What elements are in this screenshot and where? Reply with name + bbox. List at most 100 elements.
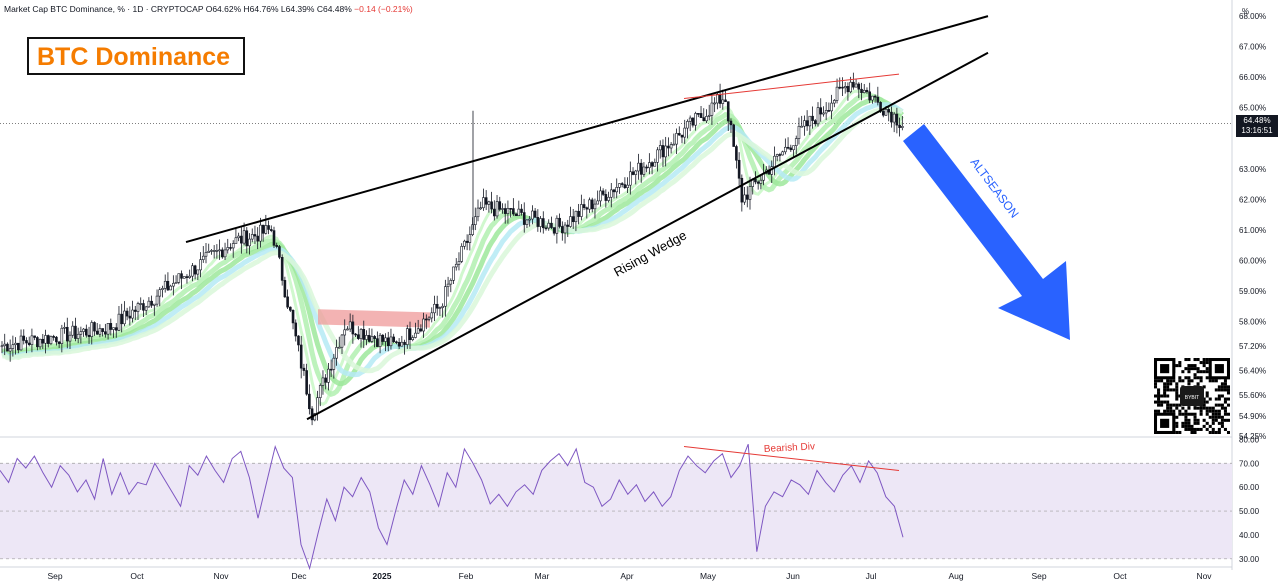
candle xyxy=(30,328,34,353)
rsi-tick-label: 40.00 xyxy=(1239,531,1260,540)
candle xyxy=(294,319,298,342)
candle xyxy=(476,199,480,222)
candle xyxy=(38,338,42,350)
candle xyxy=(384,333,387,352)
candle xyxy=(694,111,697,131)
candle xyxy=(743,186,746,205)
candle xyxy=(150,295,153,308)
candle xyxy=(223,242,227,261)
candle xyxy=(142,299,145,318)
candle xyxy=(33,335,36,341)
candle xyxy=(357,326,360,341)
candle xyxy=(327,363,330,391)
bar-countdown: 13:16:51 xyxy=(1241,126,1273,135)
candle xyxy=(158,287,162,307)
candle xyxy=(816,102,820,127)
candle xyxy=(876,86,880,106)
candle xyxy=(487,200,491,213)
candle xyxy=(221,247,224,259)
candle xyxy=(465,234,469,251)
ma-ribbon-line xyxy=(1,96,904,387)
candle xyxy=(672,133,676,146)
candle xyxy=(449,278,453,293)
candles xyxy=(0,72,904,426)
candle xyxy=(155,289,159,307)
rsi-tick-label: 30.00 xyxy=(1239,555,1260,564)
candle xyxy=(699,105,703,118)
candle xyxy=(359,328,363,348)
wedge-upper-line xyxy=(185,15,989,244)
candle xyxy=(895,107,899,134)
candle xyxy=(784,138,787,155)
candle xyxy=(729,118,733,133)
change-value: −0.14 (−0.21%) xyxy=(354,4,413,14)
candle xyxy=(805,110,809,131)
candle xyxy=(354,332,357,337)
candle xyxy=(629,161,632,195)
candle xyxy=(351,314,355,344)
candle xyxy=(854,78,858,88)
candle xyxy=(653,158,657,167)
candle xyxy=(405,324,409,349)
candle xyxy=(593,198,597,219)
low-value: L64.39% xyxy=(280,4,315,14)
candle xyxy=(425,314,428,330)
candle xyxy=(191,263,194,282)
candle xyxy=(27,336,31,347)
candle xyxy=(79,326,83,344)
candle xyxy=(90,320,94,345)
price-tick-label: 59.00% xyxy=(1239,287,1266,296)
price-tick-label: 66.00% xyxy=(1239,73,1266,82)
rsi-band xyxy=(0,463,1232,559)
candle xyxy=(337,336,341,349)
candle xyxy=(0,341,4,354)
candle xyxy=(860,82,863,101)
candle xyxy=(713,97,716,113)
candle xyxy=(329,359,333,378)
candle xyxy=(735,144,738,169)
candle xyxy=(44,329,47,354)
candle xyxy=(501,203,504,214)
candle xyxy=(471,217,474,237)
candle xyxy=(615,178,619,199)
price-tick-label: 54.90% xyxy=(1239,412,1266,421)
candle xyxy=(161,285,164,298)
price-tick-label: 65.00% xyxy=(1239,104,1266,113)
candle xyxy=(710,95,714,125)
candle xyxy=(813,119,817,127)
candle xyxy=(503,203,507,224)
price-tick-label: 68.00% xyxy=(1239,12,1266,21)
candle xyxy=(321,370,325,395)
candle xyxy=(639,159,643,183)
candle xyxy=(278,244,281,260)
candle xyxy=(392,333,395,344)
candle xyxy=(794,135,798,155)
candle xyxy=(41,333,45,349)
candle xyxy=(117,305,121,332)
candle xyxy=(378,333,382,354)
candle xyxy=(166,272,170,291)
candle xyxy=(498,196,502,212)
candle xyxy=(272,226,276,249)
time-tick-label: Aug xyxy=(948,571,963,581)
candle xyxy=(302,363,306,376)
candle xyxy=(305,363,308,396)
candle xyxy=(536,209,540,232)
candle xyxy=(234,227,238,244)
candle xyxy=(174,275,178,284)
rsi-line xyxy=(0,444,904,571)
rsi-tick-label: 50.00 xyxy=(1239,507,1260,516)
time-tick-label: Oct xyxy=(130,571,144,581)
candle xyxy=(196,269,200,281)
candle xyxy=(177,273,181,285)
candle xyxy=(395,340,398,345)
candle xyxy=(180,270,183,289)
candle xyxy=(830,94,833,120)
candle xyxy=(430,307,434,323)
candle xyxy=(85,324,88,338)
candle xyxy=(199,252,202,278)
candle xyxy=(808,115,812,136)
time-tick-label: 2025 xyxy=(373,571,392,581)
candle xyxy=(65,317,69,349)
